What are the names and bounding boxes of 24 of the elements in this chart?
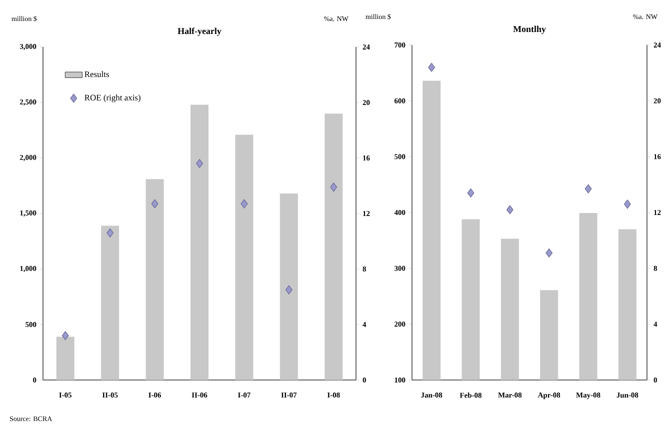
point [196,159,203,168]
point [106,228,114,238]
point [506,205,514,214]
chart-title: Montlhy [513,26,546,34]
point [428,62,436,72]
bar [280,194,298,380]
point [151,199,158,208]
bar [235,134,254,380]
point [584,184,592,194]
point [240,199,248,208]
bar [324,114,343,380]
point [467,188,474,198]
legend-label: Results [84,71,109,78]
chart-title: Half-yearly [178,28,222,36]
point [624,200,631,209]
bar [101,226,120,380]
point [62,331,69,340]
point [285,285,292,294]
bar [146,179,164,380]
bar [190,104,208,380]
point [330,182,338,192]
point [546,248,553,258]
legend-label: ROE (right axis) [84,94,140,102]
bar [56,336,74,380]
